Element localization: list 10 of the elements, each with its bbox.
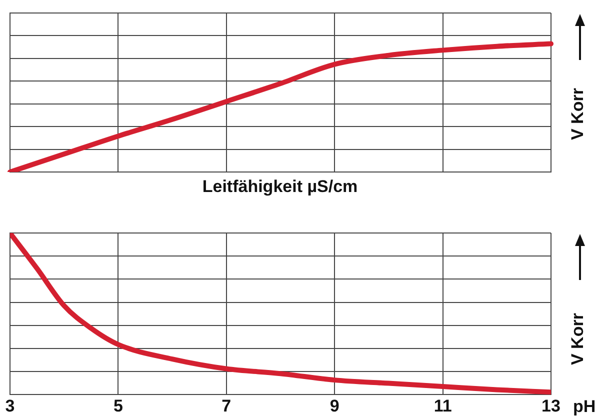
x-tick-label: 9 — [330, 396, 340, 416]
x-tick-label: 3 — [5, 396, 15, 416]
x-tick-label: 11 — [434, 396, 452, 416]
x-tick-label: 13 — [542, 396, 560, 416]
y-axis-title: V Korr — [568, 88, 588, 140]
y-axis-title: V Korr — [568, 313, 588, 365]
x-axis-title: Leitfähigkeit µS/cm — [202, 177, 358, 197]
x-tick-label: 7 — [222, 396, 232, 416]
x-tick-label: 5 — [113, 396, 123, 416]
x-axis-title: pH — [573, 397, 596, 417]
